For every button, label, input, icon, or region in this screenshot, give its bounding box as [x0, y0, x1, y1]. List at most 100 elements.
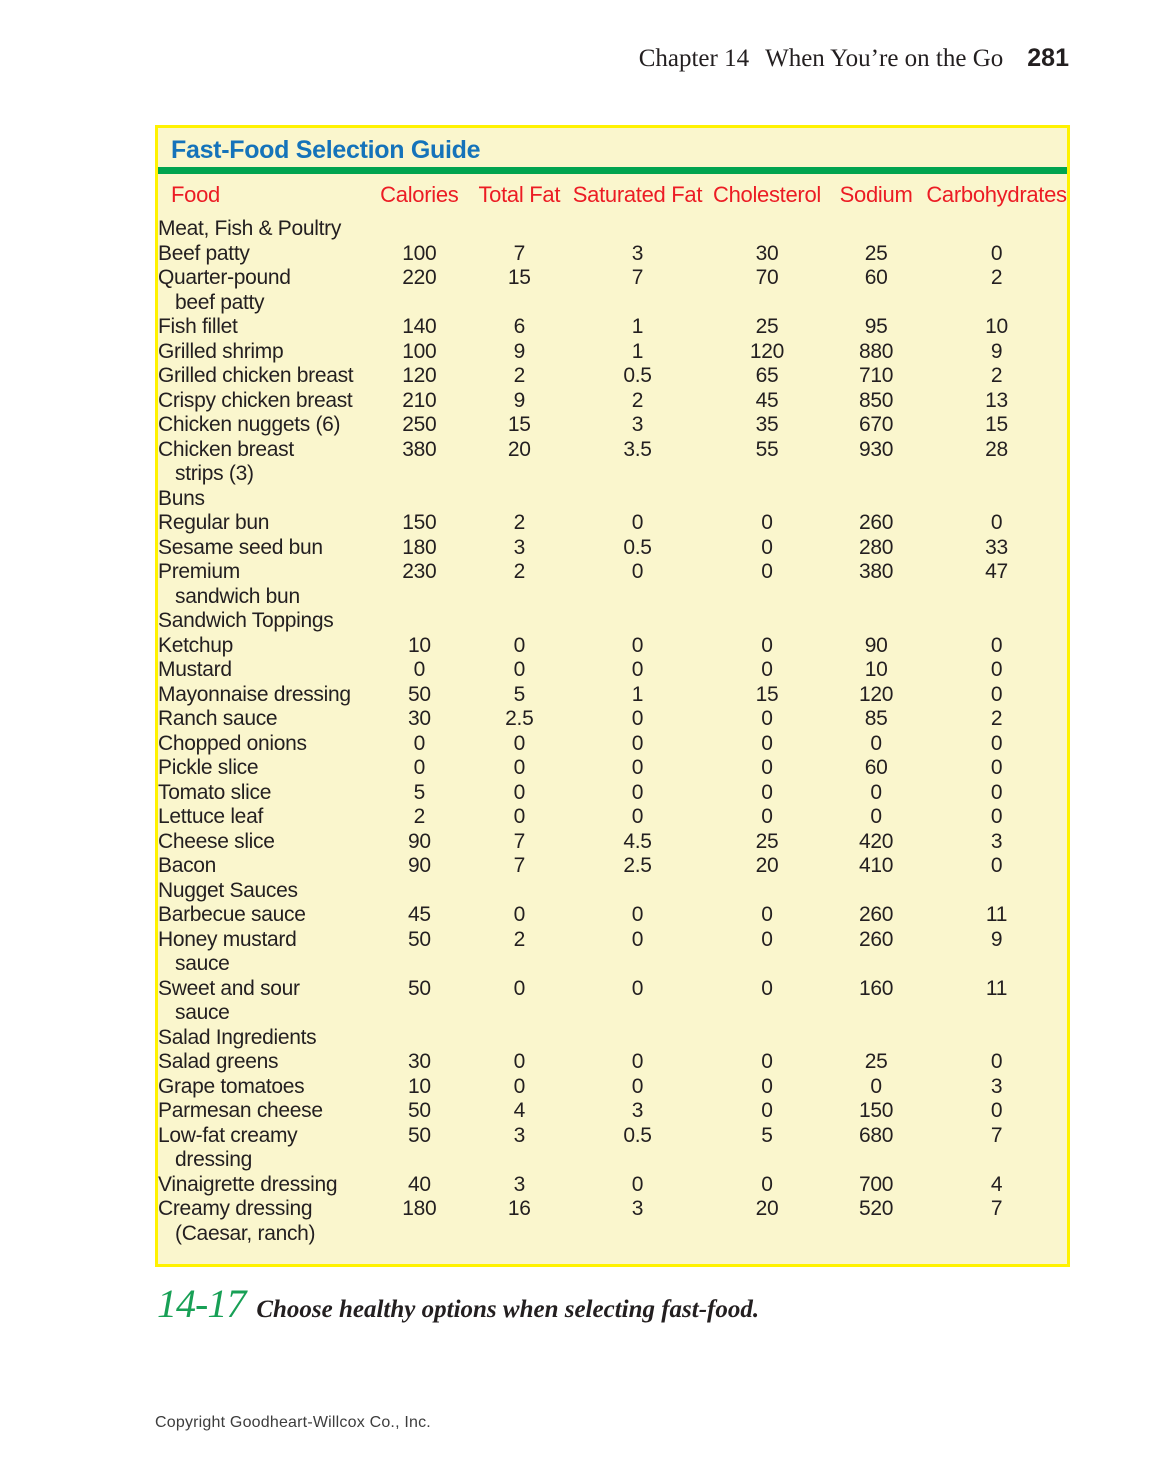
nutrient-value: 0: [761, 633, 773, 657]
nutrient-value: 0: [990, 241, 1003, 265]
nutrient-value: 380: [402, 437, 437, 461]
nutrient-value: 160: [859, 976, 894, 1000]
nutrient-value: 7: [990, 1123, 1003, 1147]
nutrient-value: 2: [990, 364, 1003, 387]
nutrient-value: 3: [513, 1172, 526, 1196]
nutrient-value: 3: [631, 1197, 644, 1220]
nutrient-value: 50: [407, 1099, 431, 1122]
nutrient-value: 0: [631, 707, 644, 730]
nutrient-value: 700: [859, 1172, 894, 1196]
food-row: Chicken nuggets (6) 250 15 3 35 670 15: [158, 413, 1067, 438]
food-name: Mustard: [158, 658, 232, 681]
food-name: Cheese slice: [158, 829, 275, 853]
nutrient-value: 0: [631, 1172, 644, 1196]
nutrient-value: 670: [859, 413, 894, 436]
nutrient-value: 2: [513, 560, 526, 583]
nutrient-value: 0: [413, 658, 426, 681]
nutrient-value: 0: [761, 903, 773, 926]
nutrient-value: 65: [755, 364, 779, 387]
food-name: Beef patty: [158, 241, 250, 265]
nutrient-value: 0: [513, 633, 526, 657]
nutrient-value: 0: [990, 731, 1003, 755]
nutrient-value: 95: [864, 315, 888, 338]
nutrient-value: 0: [631, 731, 644, 755]
food-name: Bacon: [158, 854, 217, 877]
nutrient-value: 0: [631, 903, 644, 926]
section-row: Salad Ingredients: [158, 1026, 1067, 1051]
nutrient-value: 260: [859, 511, 894, 534]
nutrient-value: 230: [402, 560, 437, 583]
food-row: Salad greens 30 0 0 0 25 0: [158, 1050, 1067, 1075]
nutrient-value: 11: [985, 976, 1008, 1000]
nutrient-value: 90: [407, 829, 431, 853]
nutrient-value: 0: [513, 756, 526, 779]
section-row: Buns: [158, 487, 1067, 512]
nutrient-value: 0: [761, 756, 773, 779]
nutrient-value: 420: [859, 829, 894, 853]
food-row: Honey mustard sauce 50 2 0 0 260 9: [158, 928, 1067, 977]
nutrient-value: 850: [859, 388, 894, 412]
nutrient-value: 1: [631, 315, 644, 338]
nutrient-value: 10: [407, 633, 431, 657]
nutrient-value: 0: [870, 780, 882, 804]
food-row: Fish fillet 140 6 1 25 95 10: [158, 315, 1067, 340]
nutrient-value: 25: [864, 241, 888, 265]
divider-bar: [158, 167, 1067, 174]
food-name: Creamy dressing (Caesar, ranch): [158, 1197, 316, 1245]
nutrient-value: 0: [631, 805, 644, 828]
food-name: Low-fat creamy dressing: [158, 1123, 298, 1172]
nutrient-value: 10: [985, 315, 1008, 338]
nutrient-value: 0: [761, 780, 773, 804]
nutrient-value: 2.5: [623, 854, 652, 877]
nutrient-value: 410: [859, 854, 894, 877]
page-number: 281: [1027, 44, 1069, 72]
nutrient-value: 7: [990, 1197, 1003, 1220]
nutrient-value: 0: [990, 682, 1003, 706]
nutrient-value: 0: [513, 658, 526, 681]
food-row: Sesame seed bun 180 3 0.5 0 280 33: [158, 536, 1067, 561]
nutrient-value: 0: [631, 560, 644, 583]
nutrient-value: 140: [402, 315, 437, 338]
nutrient-value: 9: [990, 339, 1003, 363]
section-row: Sandwich Toppings: [158, 609, 1067, 634]
nutrient-value: 20: [755, 1197, 779, 1220]
figure-caption: 14-17 Choose healthy options when select…: [157, 1280, 759, 1327]
food-name: Parmesan cheese: [158, 1099, 323, 1122]
nutrient-value: 90: [864, 633, 888, 657]
nutrient-value: 55: [755, 437, 779, 461]
nutrient-value: 250: [402, 413, 437, 436]
nutrient-value: 10: [407, 1074, 431, 1098]
nutrient-value: 0: [761, 1074, 773, 1098]
nutrient-value: 0: [631, 1074, 644, 1098]
section-header: Salad Ingredients: [158, 1025, 317, 1049]
nutrient-value: 0: [761, 731, 773, 755]
food-row: Parmesan cheese 50 4 3 0 150 0: [158, 1099, 1067, 1124]
column-header-food: Food: [171, 182, 220, 207]
nutrient-value: 3: [631, 1099, 644, 1122]
food-row: Vinaigrette dressing 40 3 0 0 700 4: [158, 1173, 1067, 1198]
nutrient-value: 0: [761, 535, 773, 559]
figure-number: 14-17: [157, 1281, 246, 1326]
nutrient-value: 15: [985, 413, 1008, 436]
nutrient-value: 0: [870, 805, 882, 828]
figure-caption-text: Choose healthy options when selecting fa…: [256, 1296, 760, 1323]
nutrient-value: 0: [761, 805, 773, 828]
nutrient-value: 100: [402, 339, 437, 363]
nutrient-value: 0: [990, 854, 1003, 877]
nutrient-value: 90: [407, 854, 431, 877]
nutrient-value: 0: [761, 927, 773, 951]
food-name: Quarter-pound beef patty: [158, 266, 291, 314]
nutrient-value: 0: [631, 1050, 644, 1073]
column-header-row: Food Calories Total Fat Saturated Fat Ch…: [158, 174, 1067, 217]
food-name: Sesame seed bun: [158, 535, 323, 559]
column-header-carbohydrates: Carbohydrates: [926, 182, 1067, 207]
food-row: Regular bun 150 2 0 0 260 0: [158, 511, 1067, 536]
nutrient-value: 0: [761, 976, 773, 1000]
nutrient-value: 0: [513, 1074, 526, 1098]
nutrient-value: 50: [407, 1123, 431, 1147]
nutrient-value: 0: [631, 780, 644, 804]
nutrient-value: 0: [413, 731, 426, 755]
nutrient-value: 30: [407, 1050, 431, 1073]
nutrient-value: 120: [859, 682, 894, 706]
